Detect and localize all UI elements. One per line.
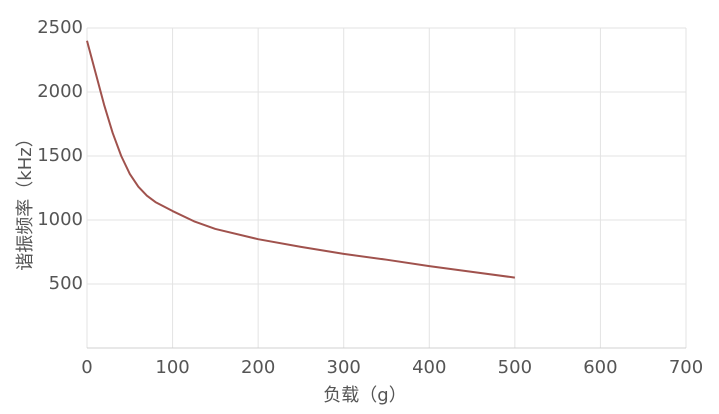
x-axis-title: 负载（g） [323,385,406,406]
x-tick-label: 700 [669,357,703,378]
y-axis-title: 谐振频率（kHz） [15,129,36,270]
x-tick-label: 200 [241,357,275,378]
x-tick-label: 400 [412,357,446,378]
data-line [86,40,515,279]
x-tick-label: 500 [498,357,532,378]
y-tick-label: 1500 [37,145,83,166]
x-tick-label: 100 [155,357,189,378]
x-tick-label: 600 [583,357,617,378]
x-tick-label: 300 [327,357,361,378]
y-tick-label: 2000 [37,81,83,102]
y-tick-label: 2500 [37,17,83,38]
x-tick-label: 0 [81,357,92,378]
y-tick-label: 500 [49,273,83,294]
y-tick-label: 1000 [37,209,83,230]
